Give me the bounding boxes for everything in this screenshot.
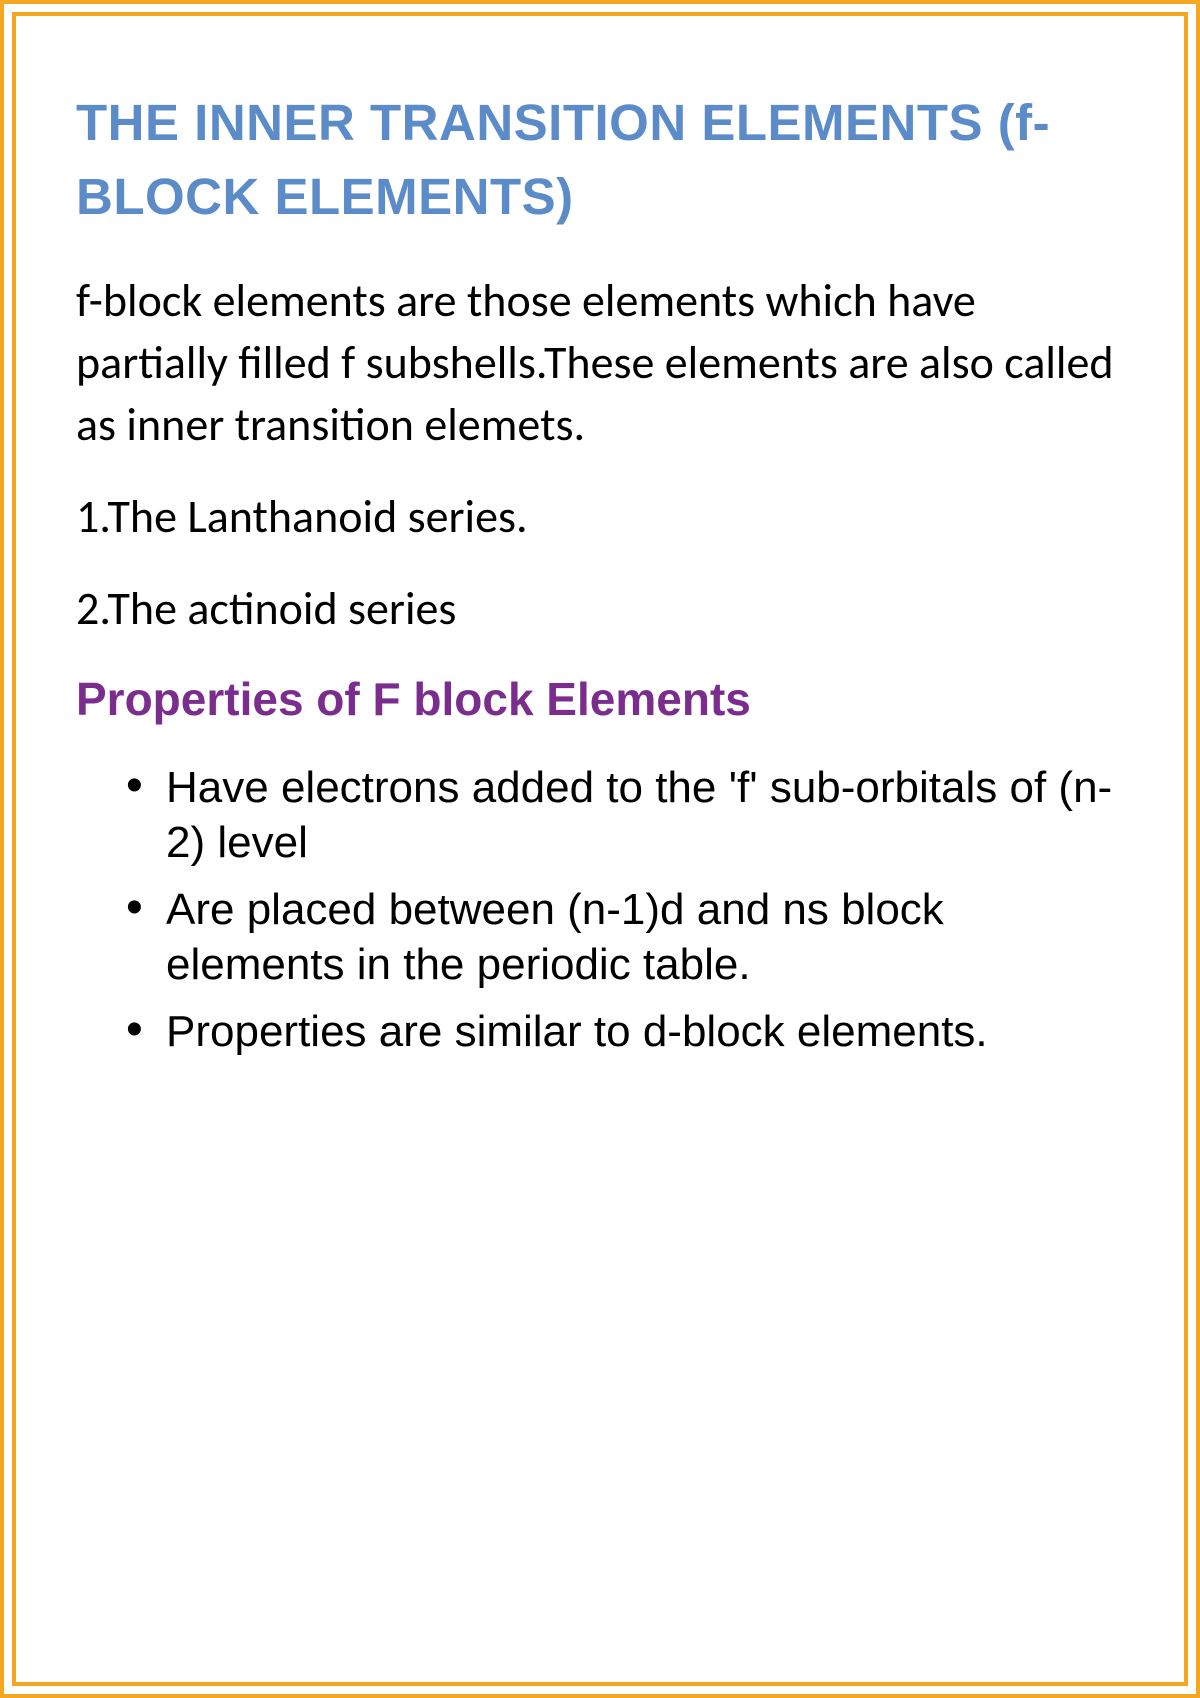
- intro-paragraph: f-block elements are those elements whic…: [76, 270, 1124, 456]
- outer-border: THE INNER TRANSITION ELEMENTS (f-BLOCK E…: [0, 0, 1200, 1698]
- properties-subtitle: Properties of F block Elements: [76, 670, 1124, 730]
- page-title: THE INNER TRANSITION ELEMENTS (f-BLOCK E…: [76, 86, 1124, 234]
- property-item: Are placed between (n-1)d and ns block e…: [126, 882, 1124, 992]
- inner-border: THE INNER TRANSITION ELEMENTS (f-BLOCK E…: [12, 12, 1188, 1686]
- series-item-2: 2.The actinoid series: [76, 578, 1124, 640]
- series-item-1: 1.The Lanthanoid series.: [76, 486, 1124, 548]
- properties-list: Have electrons added to the 'f' sub-orbi…: [76, 760, 1124, 1059]
- property-item: Have electrons added to the 'f' sub-orbi…: [126, 760, 1124, 870]
- property-item: Properties are similar to d-block elemen…: [126, 1004, 1124, 1059]
